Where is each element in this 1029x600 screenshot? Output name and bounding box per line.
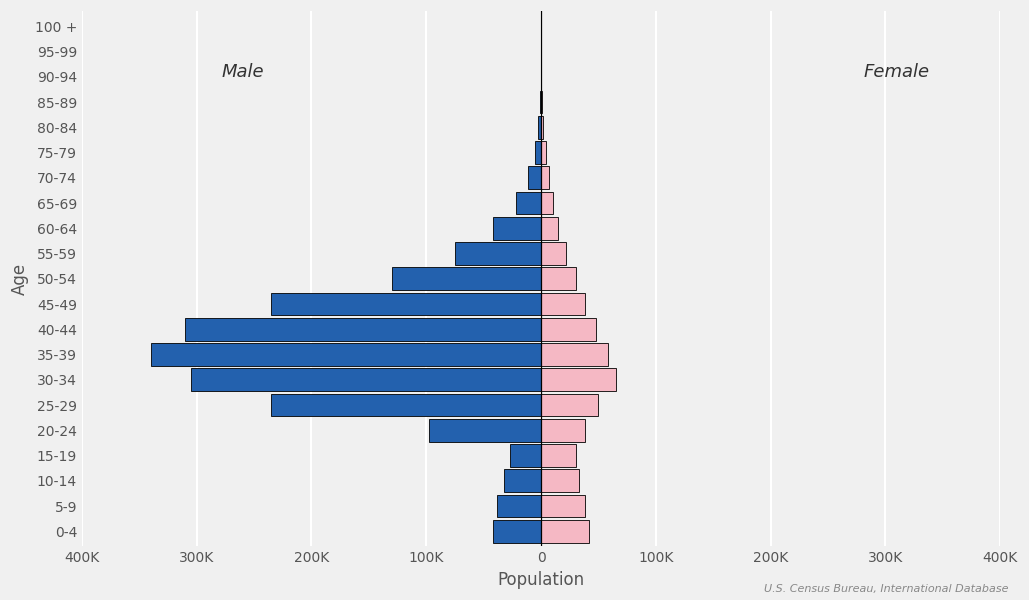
Bar — [541, 469, 579, 492]
Bar — [541, 191, 553, 214]
Bar — [529, 166, 541, 189]
Bar — [541, 116, 543, 139]
Bar — [493, 520, 541, 542]
Bar — [510, 444, 541, 467]
Bar — [541, 318, 596, 341]
Bar — [497, 495, 541, 517]
Text: U.S. Census Bureau, International Database: U.S. Census Bureau, International Databa… — [764, 584, 1008, 594]
Bar — [541, 419, 584, 442]
Bar — [541, 141, 545, 164]
Bar — [429, 419, 541, 442]
X-axis label: Population: Population — [497, 571, 584, 589]
Bar — [392, 268, 541, 290]
Bar — [541, 520, 590, 542]
Bar — [272, 293, 541, 316]
Bar — [538, 116, 541, 139]
Bar — [535, 141, 541, 164]
Bar — [541, 368, 615, 391]
Bar — [541, 495, 584, 517]
Bar — [151, 343, 541, 366]
Bar — [540, 91, 541, 113]
Bar — [493, 217, 541, 239]
Bar — [541, 394, 599, 416]
Bar — [541, 166, 548, 189]
Bar — [541, 242, 566, 265]
Bar — [541, 343, 608, 366]
Text: Female: Female — [864, 63, 930, 81]
Bar — [504, 469, 541, 492]
Bar — [541, 217, 559, 239]
Text: Male: Male — [221, 63, 263, 81]
Bar — [541, 268, 575, 290]
Bar — [185, 318, 541, 341]
Bar — [516, 191, 541, 214]
Bar — [455, 242, 541, 265]
Y-axis label: Age: Age — [11, 263, 29, 295]
Bar — [272, 394, 541, 416]
Bar — [191, 368, 541, 391]
Bar — [541, 293, 584, 316]
Bar — [541, 444, 575, 467]
